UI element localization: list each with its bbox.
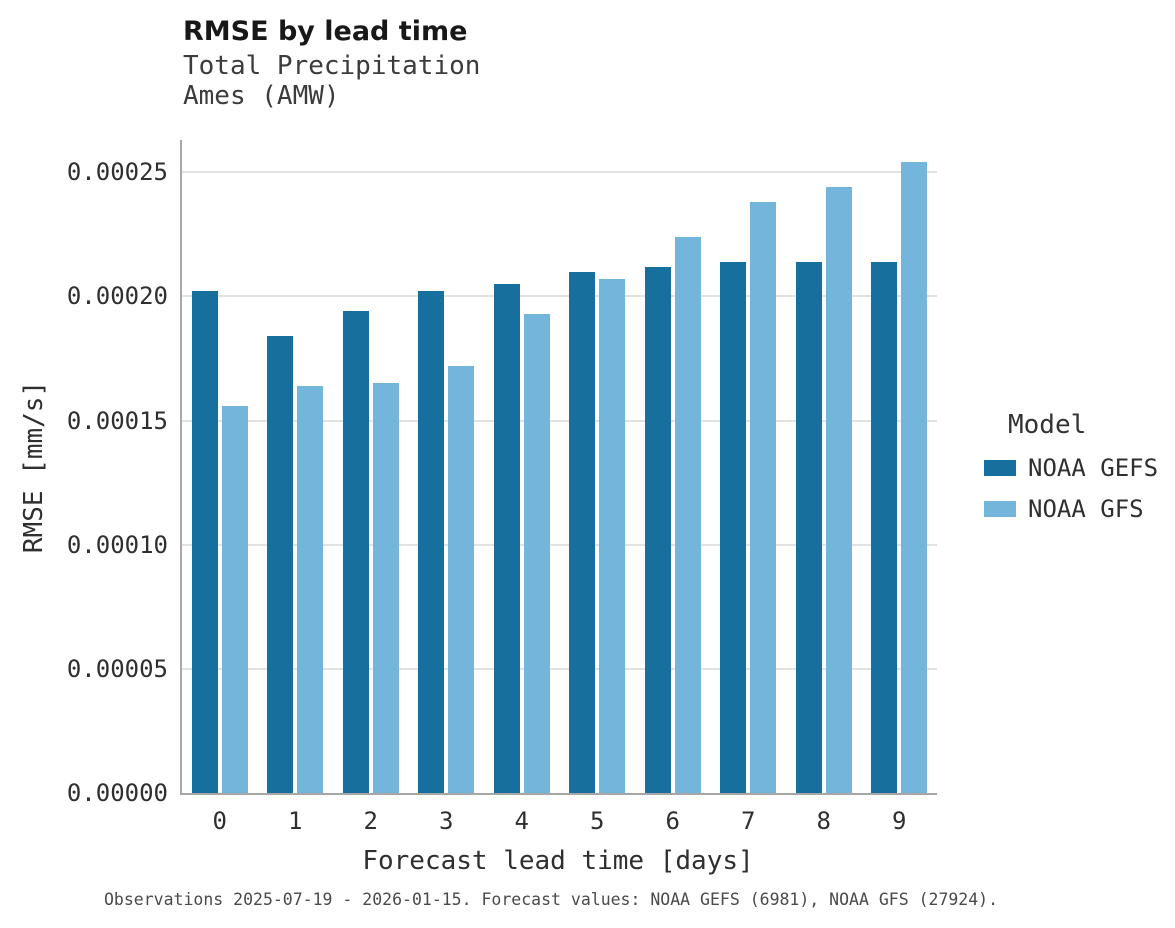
bar-noaa-gfs-day-5 <box>599 279 626 793</box>
bar-group-day-5: 5 <box>560 140 636 835</box>
x-tick-label: 5 <box>590 807 605 835</box>
bar-noaa-gefs-day-3 <box>418 291 445 793</box>
bar-group-day-8: 8 <box>786 140 862 835</box>
legend-entries: NOAA GEFS NOAA GFS <box>984 454 1158 523</box>
x-tick-label: 0 <box>212 807 227 835</box>
y-tick-label: 0.00010 <box>66 530 168 559</box>
x-tick-label: 4 <box>514 807 529 835</box>
bar-group-day-2: 2 <box>333 140 409 835</box>
y-tick-label: 0.00000 <box>66 779 168 807</box>
bar-noaa-gfs-day-9 <box>901 162 928 793</box>
bar-noaa-gfs-day-0 <box>221 405 248 793</box>
legend-swatch-noaa-gefs <box>984 460 1016 476</box>
bar-noaa-gefs-day-4 <box>493 284 520 793</box>
y-tick-label: 0.00025 <box>66 158 168 187</box>
x-axis-label: Forecast lead time [days] <box>362 846 754 876</box>
x-tick-label: 9 <box>892 807 907 835</box>
bar-group-day-3: 3 <box>409 140 485 835</box>
bar-noaa-gfs-day-4 <box>523 313 550 793</box>
bar-group-day-0: 0 <box>182 140 258 835</box>
bar-noaa-gefs-day-0 <box>191 291 218 793</box>
chart-title: RMSE by lead time <box>183 16 468 47</box>
chart-caption: Observations 2025-07-19 - 2026-01-15. Fo… <box>104 890 999 909</box>
chart-subtitle-station: Ames (AMW) <box>183 81 340 111</box>
bar-noaa-gefs-day-9 <box>871 261 898 793</box>
bar-noaa-gefs-day-5 <box>569 271 596 793</box>
x-tick-label: 6 <box>665 807 680 835</box>
bar-group-day-9: 9 <box>862 140 938 835</box>
bar-noaa-gfs-day-1 <box>297 385 324 793</box>
gridline <box>182 543 937 546</box>
bar-noaa-gefs-day-8 <box>795 261 822 793</box>
bar-noaa-gefs-day-7 <box>720 261 747 793</box>
y-tick-label: 0.00005 <box>66 654 168 683</box>
gridline <box>182 171 937 174</box>
bar-group-day-6: 6 <box>635 140 711 835</box>
x-tick-label: 2 <box>363 807 378 835</box>
y-tick-label: 0.00015 <box>66 406 168 435</box>
x-tick-label: 7 <box>741 807 756 835</box>
bar-group-day-1: 1 <box>258 140 334 835</box>
legend: Model NOAA GEFS NOAA GFS <box>984 410 1158 536</box>
legend-label: NOAA GFS <box>1028 495 1144 523</box>
bar-noaa-gfs-day-7 <box>750 202 777 793</box>
gridline <box>182 419 937 422</box>
x-tick-label: 1 <box>288 807 303 835</box>
legend-swatch-noaa-gfs <box>984 501 1016 517</box>
bar-noaa-gfs-day-2 <box>372 383 399 793</box>
legend-title: Model <box>1008 410 1087 440</box>
bar-noaa-gfs-day-8 <box>825 187 852 793</box>
gridline <box>182 667 937 670</box>
bar-group-day-7: 7 <box>711 140 787 835</box>
bar-noaa-gefs-day-1 <box>267 336 294 793</box>
gridline <box>182 295 937 298</box>
plot-area: 0.00000 0.00005 0.00010 0.00015 0.00020 0.000… <box>67 140 938 835</box>
bar-noaa-gfs-day-6 <box>674 236 701 793</box>
chart-subtitle-variable: Total Precipitation <box>183 51 481 81</box>
bar-noaa-gefs-day-6 <box>644 266 671 793</box>
y-tick-label: 0.00020 <box>66 282 168 311</box>
x-tick-label: 8 <box>816 807 831 835</box>
legend-label: NOAA GEFS <box>1028 454 1159 482</box>
legend-entry-noaa-gfs: NOAA GFS <box>984 495 1158 523</box>
bar-group-day-4: 4 <box>484 140 560 835</box>
bar-noaa-gfs-day-3 <box>448 365 475 793</box>
bar-noaa-gefs-day-2 <box>342 311 369 793</box>
legend-entry-noaa-gefs: NOAA GEFS <box>984 454 1158 482</box>
x-tick-label: 3 <box>439 807 454 835</box>
